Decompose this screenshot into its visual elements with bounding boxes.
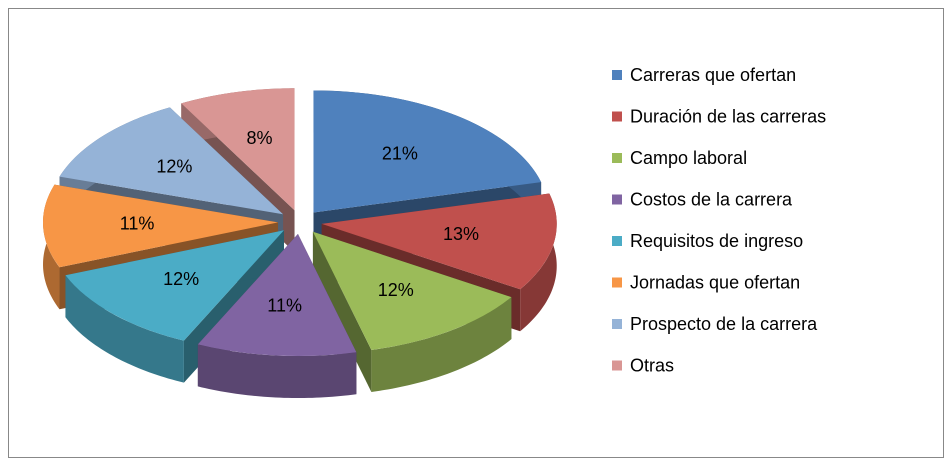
slice: 11%	[197, 234, 357, 399]
data-label: 12%	[156, 156, 192, 176]
legend-swatch	[612, 360, 622, 371]
slice-top	[312, 231, 512, 350]
slice-top	[321, 193, 557, 290]
legend-label: Carreras que ofertan	[630, 65, 796, 85]
legend-swatch	[612, 277, 622, 288]
slice-top	[313, 90, 542, 213]
slice-top	[181, 88, 295, 211]
slice-side	[312, 231, 372, 392]
legend-swatch	[612, 194, 622, 205]
data-label: 11%	[267, 296, 302, 316]
legend-label: Jornadas que ofertan	[630, 272, 800, 292]
legend-label: Prospecto de la carrera	[630, 314, 818, 334]
legend-swatch	[612, 111, 622, 122]
slice-top	[43, 184, 279, 268]
data-label: 8%	[246, 128, 272, 148]
legend-swatch	[612, 153, 622, 163]
legend-swatch	[612, 236, 622, 246]
data-label: 12%	[163, 269, 199, 289]
slice-wall	[371, 297, 512, 392]
legend-swatch	[612, 319, 622, 329]
slice-wall	[65, 275, 184, 383]
slice: 12%	[312, 231, 512, 392]
slice-top	[59, 107, 284, 215]
legend-label: Campo laboral	[630, 148, 747, 168]
slice-top	[65, 230, 284, 341]
data-label: 21%	[382, 143, 418, 163]
legend-label: Otras	[630, 355, 674, 375]
legend-label: Costos de la carrera	[630, 189, 793, 209]
data-label: 12%	[378, 280, 414, 300]
slice-top	[197, 234, 357, 357]
slice-wall	[520, 193, 557, 332]
legend-swatch	[612, 70, 622, 80]
data-label: 11%	[120, 213, 155, 233]
slice-wall	[197, 344, 357, 399]
legend-label: Requisitos de ingreso	[630, 231, 803, 251]
data-label: 13%	[443, 224, 479, 244]
legend-label: Duración de las carreras	[630, 106, 826, 126]
